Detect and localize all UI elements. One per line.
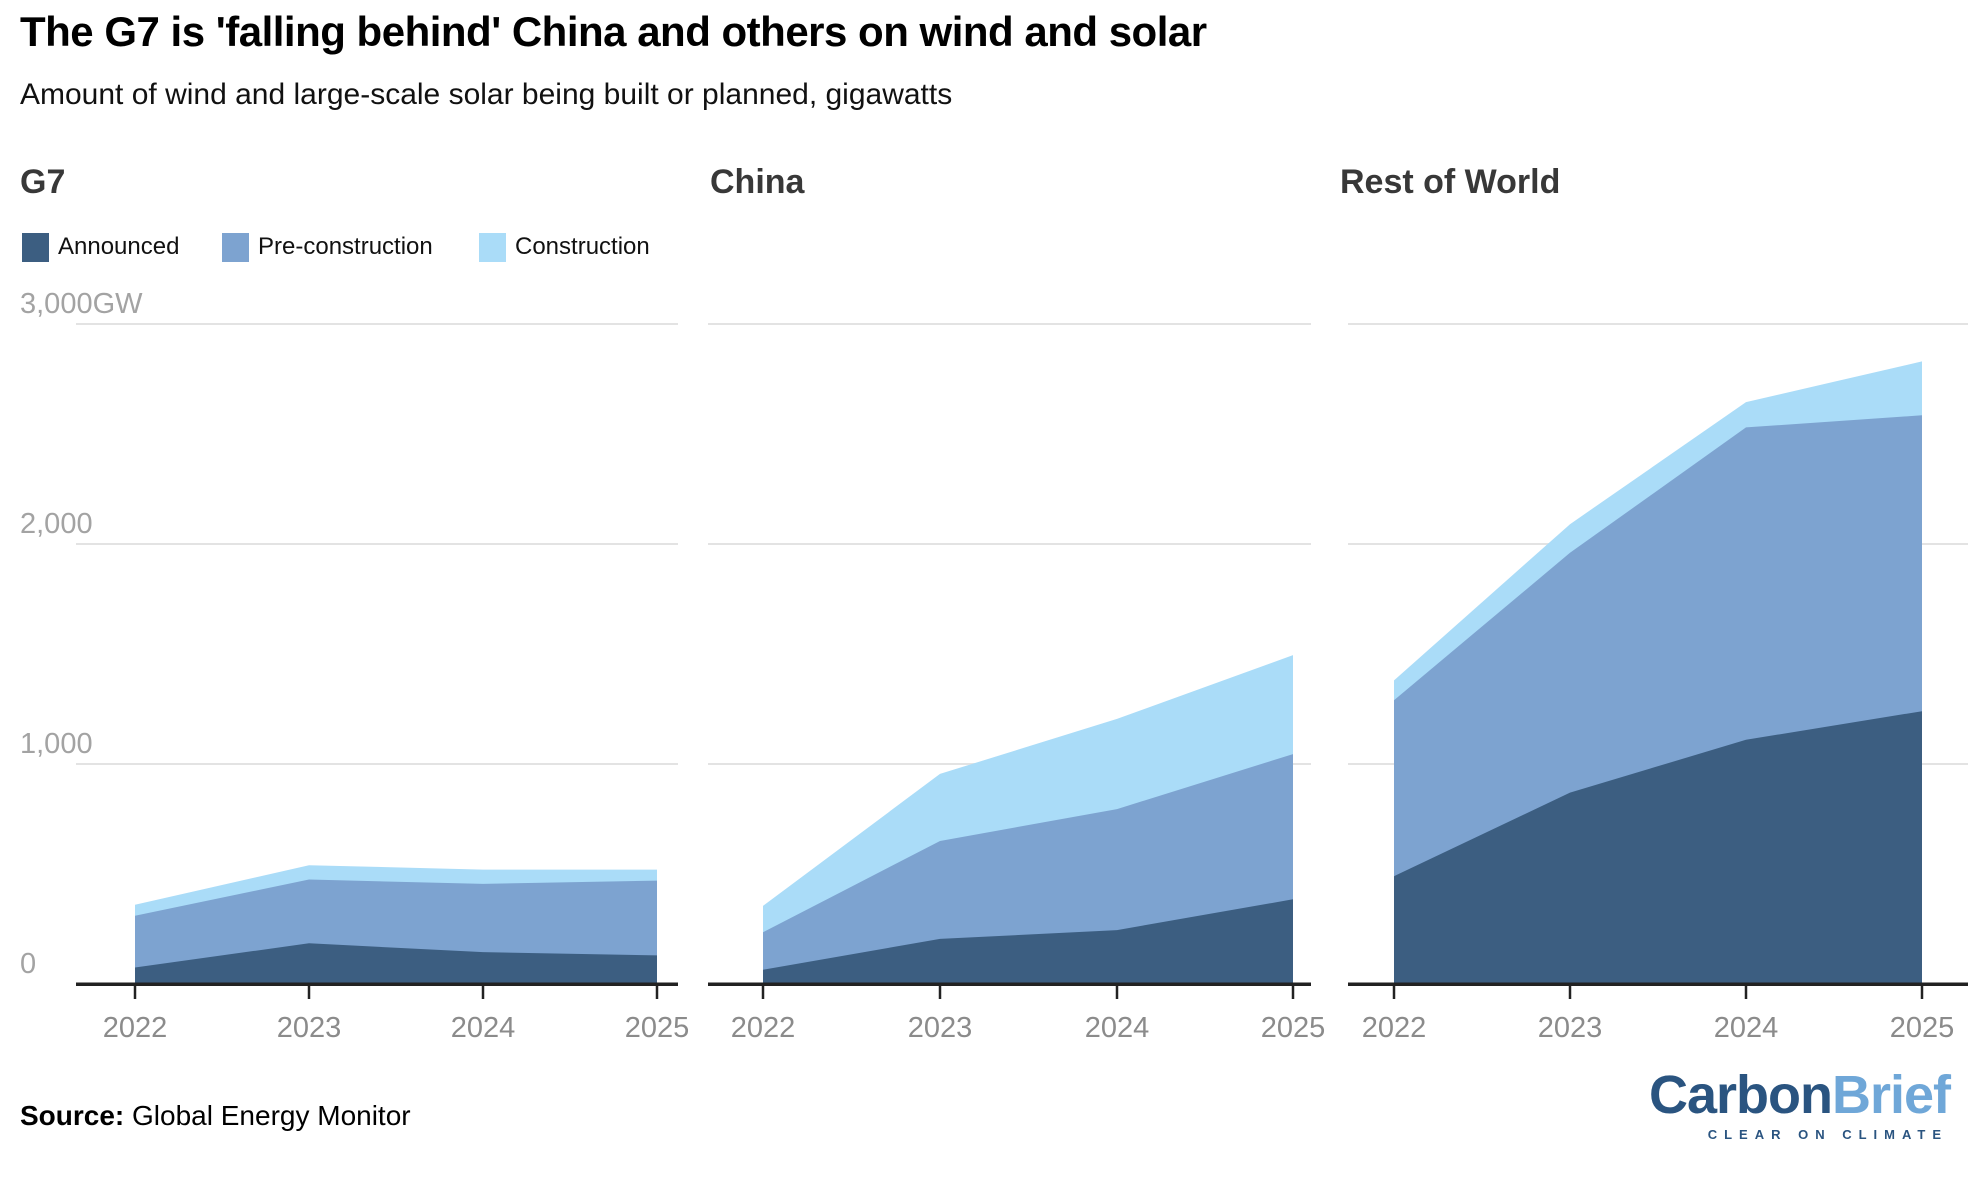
- legend-item-announced: Announced: [22, 232, 179, 262]
- source-line: Source: Global Energy Monitor: [20, 1100, 411, 1132]
- y-axis-label-3000: 3,000GW: [20, 288, 143, 320]
- logo-wordmark: CarbonBrief: [1648, 1065, 1951, 1125]
- x-tick-label-g7-2022: 2022: [102, 1012, 168, 1044]
- x-tick-label-g7-2025: 2025: [624, 1012, 690, 1044]
- logo-brief: Brief: [1831, 1065, 1951, 1125]
- x-axis-tick: [1920, 984, 1924, 999]
- x-tick-label-rest-of-world-2022: 2022: [1361, 1012, 1427, 1044]
- legend-swatch-announced: [22, 232, 49, 262]
- panel-chart-china: [708, 323, 1311, 999]
- x-axis-tick: [1291, 984, 1295, 999]
- source-value: Global Energy Monitor: [124, 1100, 411, 1131]
- source-label: Source:: [20, 1100, 125, 1131]
- area-announced: [763, 899, 1293, 984]
- panel-title-rest-of-world: Rest of World: [1340, 163, 1561, 201]
- x-axis-tick: [1568, 984, 1572, 999]
- x-axis-tick: [655, 984, 659, 999]
- x-tick-label-rest-of-world-2023: 2023: [1537, 1012, 1603, 1044]
- x-tick-label-china-2024: 2024: [1084, 1012, 1150, 1044]
- logo-carbon: Carbon: [1648, 1065, 1833, 1125]
- x-axis-tick: [307, 984, 311, 999]
- x-axis-tick: [1392, 984, 1396, 999]
- x-axis-tick: [133, 984, 137, 999]
- x-axis-tick: [938, 984, 942, 999]
- area-announced: [1394, 711, 1922, 984]
- legend-item-construction: Construction: [479, 232, 650, 262]
- legend-swatch-pre-construction: [222, 232, 249, 262]
- y-axis-label-1000: 1,000: [20, 728, 93, 760]
- x-tick-label-china-2025: 2025: [1260, 1012, 1326, 1044]
- chart-title: The G7 is 'falling behind' China and oth…: [20, 8, 1207, 55]
- x-axis-line: [1348, 982, 1968, 986]
- y-axis-label-2000: 2,000: [20, 508, 93, 540]
- x-axis-tick: [1115, 984, 1119, 999]
- y-axis-label-0: 0: [20, 948, 37, 980]
- x-axis-tick: [761, 984, 765, 999]
- chart-subtitle: Amount of wind and large-scale solar bei…: [20, 78, 953, 111]
- x-axis-line: [708, 982, 1311, 986]
- panel-title-g7: G7: [20, 163, 66, 201]
- legend-swatch-construction: [479, 232, 506, 262]
- legend-label: Pre-construction: [258, 233, 433, 260]
- carbonbrief-logo: CarbonBrief CLEAR ON CLIMATE: [1648, 1065, 1951, 1142]
- x-axis-line: [76, 982, 678, 986]
- legend-item-pre-construction: Pre-construction: [222, 232, 433, 262]
- legend-label: Construction: [515, 233, 650, 260]
- x-tick-label-rest-of-world-2025: 2025: [1889, 1012, 1955, 1044]
- x-tick-label-china-2022: 2022: [730, 1012, 796, 1044]
- panel-chart-rest-of-world: [1348, 323, 1968, 999]
- panel-chart-g7: [76, 323, 678, 999]
- panel-title-china: China: [710, 163, 805, 201]
- x-tick-label-g7-2023: 2023: [276, 1012, 342, 1044]
- x-axis-tick: [481, 984, 485, 999]
- legend-label: Announced: [58, 233, 180, 260]
- x-tick-label-g7-2024: 2024: [450, 1012, 516, 1044]
- x-tick-label-rest-of-world-2024: 2024: [1713, 1012, 1779, 1044]
- x-tick-label-china-2023: 2023: [907, 1012, 973, 1044]
- logo-tagline: CLEAR ON CLIMATE: [1707, 1127, 1948, 1142]
- x-axis-tick: [1744, 984, 1748, 999]
- area-announced: [135, 943, 657, 984]
